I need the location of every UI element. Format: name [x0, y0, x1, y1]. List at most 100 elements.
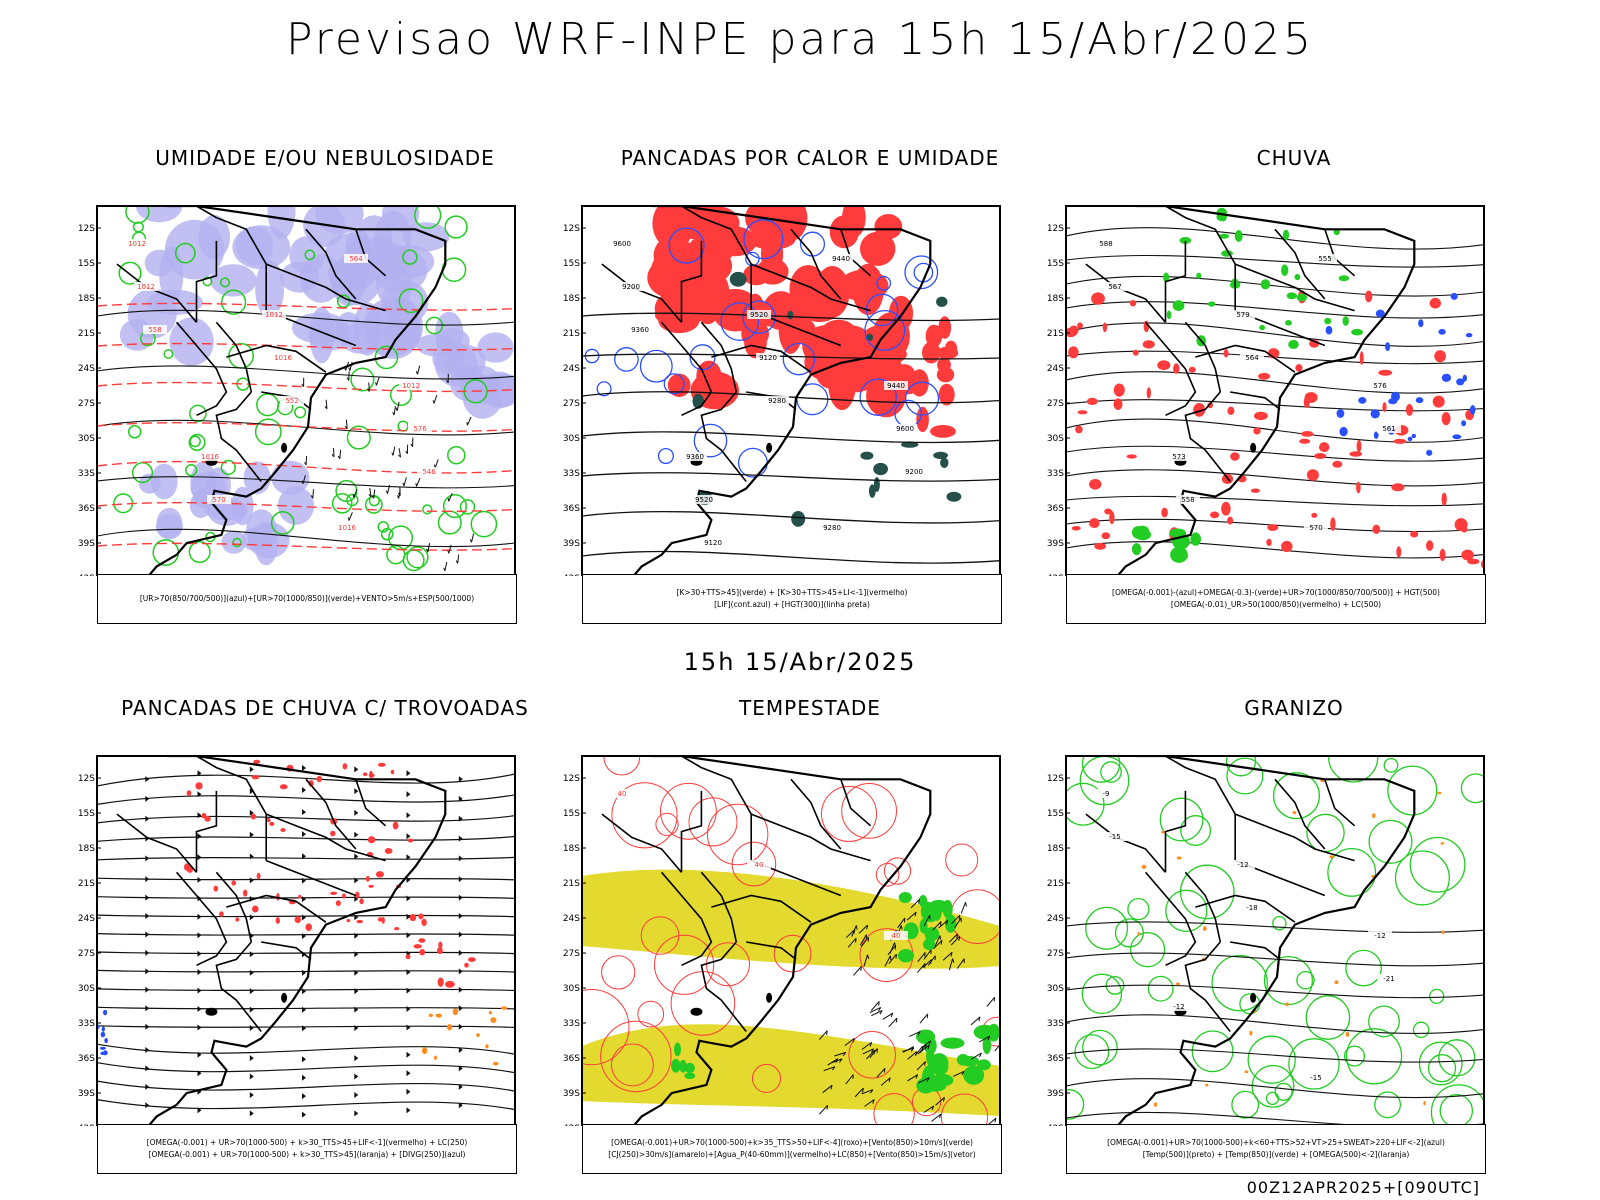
temp-850-contour — [1272, 915, 1287, 931]
streamline — [97, 794, 515, 805]
streamline-arrow — [145, 876, 150, 883]
strong-wind-area — [671, 1058, 681, 1073]
streamline-arrow — [458, 1065, 463, 1072]
streamline-arrow — [354, 1006, 359, 1013]
omega-rain-area — [1253, 427, 1261, 435]
lat-label: 39S — [78, 539, 95, 549]
streamline-arrow — [406, 1107, 411, 1114]
wind-vector — [902, 1046, 914, 1053]
contour-label-bg — [628, 325, 652, 334]
wind-vector — [951, 914, 961, 925]
wind-vector — [860, 936, 869, 948]
contour-label: 570 — [212, 496, 225, 504]
border-line — [750, 263, 871, 312]
lat-label: 18S — [563, 844, 580, 854]
contour-label-bg — [747, 310, 771, 319]
humidity-low-contour — [459, 499, 476, 515]
wind-vector — [345, 419, 348, 429]
contour-label: 564 — [1245, 354, 1259, 362]
precipitable-water-contour — [707, 803, 769, 866]
wind-vector — [398, 454, 401, 458]
temp-850-contour — [1127, 897, 1150, 921]
thunderstorm-area — [269, 821, 275, 826]
contour-label: 1016 — [274, 354, 292, 362]
humidity-low-contour — [163, 349, 174, 359]
wind-vector — [324, 405, 328, 410]
contour-label-bg — [1167, 452, 1191, 461]
wind-vector — [900, 925, 903, 930]
convection-area — [874, 214, 903, 240]
wind-vector — [447, 550, 450, 554]
contour-label-bg — [1377, 424, 1401, 433]
thunderstorm-area — [342, 763, 348, 770]
border-line — [1274, 778, 1326, 850]
omega-green-area — [1288, 339, 1299, 349]
wind-vector — [970, 1016, 981, 1026]
streamline-arrow — [145, 986, 150, 993]
wind-vector — [878, 1007, 882, 1012]
panel-title: CHUVA — [1256, 146, 1332, 170]
lat-label: 27S — [563, 399, 580, 409]
omega-rain-area — [1254, 411, 1268, 421]
wind-vector — [344, 425, 348, 430]
wind-vector — [445, 379, 449, 384]
thunderstorm-area — [219, 911, 224, 917]
pressure-contour — [97, 528, 515, 548]
streamline-arrow — [197, 876, 202, 883]
contour-label: 1016 — [338, 524, 356, 532]
wind-vector — [842, 1052, 847, 1057]
omega-rain-area — [1132, 349, 1139, 356]
contour-label-bg — [884, 931, 908, 940]
map-background — [1066, 206, 1484, 576]
map-content: 588 579 576 573 570 567 564 561 558 555 — [1066, 206, 1484, 576]
precipitable-water-contour — [688, 797, 738, 847]
wind-vector — [909, 1030, 921, 1037]
contour-label: 1012 — [128, 240, 146, 248]
thunderstorm-area — [413, 944, 422, 949]
contour-label: 9280 — [768, 397, 786, 405]
thunderstorm-area — [445, 980, 455, 988]
convection-area — [652, 206, 695, 249]
streamline-arrow — [354, 988, 359, 995]
pressure-contour — [97, 365, 515, 380]
thunderstorm-area — [385, 848, 390, 854]
wind-vector — [878, 1001, 880, 1006]
streamline-arrow — [458, 776, 463, 783]
thunderstorm-area — [252, 905, 259, 913]
wind-vector — [375, 382, 377, 386]
humidity-upper-area — [303, 206, 346, 247]
omega-rain-area — [1077, 410, 1088, 415]
temp-850-contour — [1409, 836, 1466, 893]
height-contour — [582, 353, 1000, 360]
omega-rain-area — [1303, 396, 1310, 409]
precipitable-water-contour — [752, 1063, 781, 1093]
precipitable-water-contour — [875, 862, 900, 887]
omega-rain-area — [1071, 526, 1081, 531]
lat-label: 21S — [78, 879, 95, 889]
legend-line: [K>30+TTS>45](verde) + [K>30+TTS>45+LI<-… — [676, 588, 908, 597]
omega-rain-area — [1227, 406, 1235, 415]
k-index-area — [933, 451, 948, 459]
temp-850-contour — [1427, 1054, 1457, 1083]
convection-area — [930, 425, 956, 438]
wind-vector — [434, 459, 439, 468]
omega-orange-area — [1244, 1070, 1249, 1074]
omega-rain-area — [1101, 532, 1111, 540]
wind-vector — [939, 935, 942, 940]
temp-500-contour — [1066, 1078, 1484, 1099]
temp-850-contour — [1159, 797, 1204, 842]
strong-wind-area — [930, 1053, 949, 1074]
temp-850-contour — [1147, 975, 1174, 1002]
thunderstorm-area — [235, 917, 240, 922]
contour-label-bg — [1368, 931, 1392, 940]
legend-line: [Temp(500)](preto) + [Temp(850)](verde) … — [1142, 1150, 1410, 1159]
wind-vector — [373, 489, 376, 499]
contour-label: 9120 — [759, 354, 777, 362]
contour-label-bg — [271, 353, 295, 362]
thunderstorm-area — [298, 894, 302, 899]
humidity-upper-area — [340, 323, 382, 354]
omega-orange-area — [1329, 855, 1334, 859]
wind-vector — [934, 935, 941, 947]
k-index-area — [936, 296, 948, 307]
streamline-arrow — [354, 914, 359, 921]
